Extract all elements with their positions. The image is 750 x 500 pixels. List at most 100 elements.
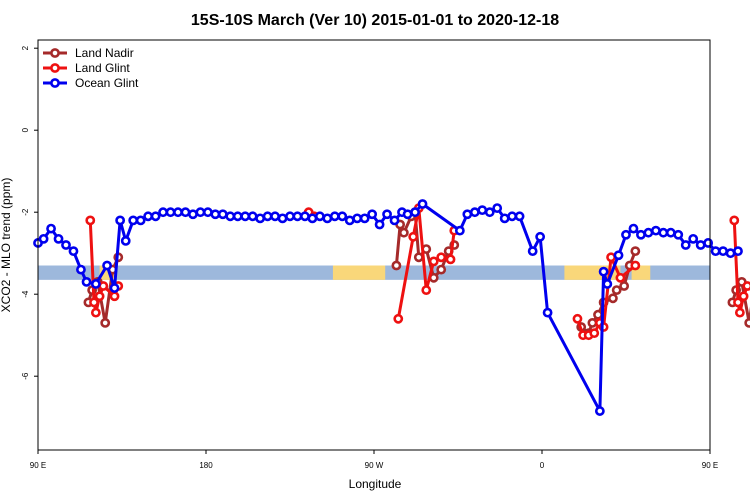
ocean-glint-point bbox=[46, 223, 56, 234]
ocean-glint-point bbox=[314, 211, 325, 222]
ocean-glint-point bbox=[120, 235, 131, 246]
legend-label-land-nadir: Land Nadir bbox=[75, 46, 134, 60]
ocean-glint-point bbox=[90, 279, 101, 289]
ocean-glint-point bbox=[695, 240, 706, 250]
ocean-glint-point bbox=[527, 246, 538, 257]
ocean-glint-point bbox=[81, 276, 92, 287]
ocean-glint-point bbox=[613, 250, 624, 261]
ocean-glint-point bbox=[710, 246, 721, 257]
ocean-glint-point bbox=[344, 215, 355, 226]
ocean-glint-point bbox=[109, 283, 120, 293]
ocean-glint-point bbox=[232, 211, 243, 222]
ocean-glint-point bbox=[128, 215, 139, 226]
ocean-glint-point bbox=[410, 207, 420, 218]
land-nadir-point bbox=[619, 281, 630, 291]
ocean-glint-point bbox=[202, 207, 213, 218]
ocean-glint-point bbox=[210, 209, 221, 220]
land-glint-point bbox=[90, 307, 101, 318]
ocean-glint-point bbox=[636, 229, 646, 240]
ocean-glint-point bbox=[454, 225, 465, 236]
ocean-glint-point bbox=[535, 231, 546, 242]
ocean-glint-point bbox=[180, 207, 191, 218]
ocean-glint-point bbox=[499, 213, 510, 224]
ocean-glint-point bbox=[514, 211, 525, 222]
land-glint-point bbox=[733, 297, 743, 308]
ocean-glint-point bbox=[195, 207, 206, 218]
ocean-glint-point bbox=[542, 307, 553, 318]
ocean-glint-point bbox=[680, 240, 691, 250]
land-glint-point bbox=[734, 307, 745, 318]
ocean-glint-point bbox=[188, 209, 198, 220]
land-nadir-point bbox=[611, 285, 622, 295]
ocean-glint-point bbox=[658, 227, 669, 238]
land-nadir-point bbox=[100, 317, 111, 328]
land-glint-point bbox=[408, 231, 419, 242]
ocean-glint-point bbox=[143, 211, 154, 222]
ocean-glint-point bbox=[225, 211, 236, 222]
y-axis: 2 0 -2 -4 -6 bbox=[21, 45, 38, 380]
x-tick-label: 90 W bbox=[365, 461, 384, 470]
land-glint-point bbox=[615, 272, 626, 283]
y-tick-label: 2 bbox=[21, 45, 30, 50]
x-tick-label: 180 bbox=[199, 461, 213, 470]
ocean-glint-line-0 bbox=[37, 202, 739, 413]
ocean-glint-point bbox=[507, 211, 518, 222]
ocean-glint-point bbox=[300, 211, 310, 222]
ocean-glint-point bbox=[628, 223, 639, 234]
ocean-glint-point bbox=[673, 229, 684, 240]
ocean-glint-point bbox=[329, 211, 340, 222]
land-glint-point bbox=[572, 313, 583, 324]
y-tick-label: -2 bbox=[21, 208, 30, 216]
ocean-glint-point bbox=[718, 246, 728, 257]
ocean-glint-point bbox=[240, 211, 251, 222]
y-tick-label: 0 bbox=[21, 127, 30, 132]
land-nadir-point bbox=[630, 246, 641, 257]
ocean-glint-point bbox=[598, 266, 609, 277]
ocean-glint-point bbox=[158, 207, 168, 218]
land-nadir-point bbox=[587, 317, 598, 328]
ocean-glint-point bbox=[247, 211, 258, 222]
land-nadir-point bbox=[593, 309, 603, 320]
ocean-glint-point bbox=[665, 227, 676, 238]
land-glint-point bbox=[630, 260, 641, 271]
land-nadir-point bbox=[436, 264, 447, 275]
y-tick-label: -4 bbox=[21, 290, 30, 298]
ocean-glint-point bbox=[255, 213, 266, 224]
ocean-glint-point bbox=[594, 406, 605, 416]
land-glint-point bbox=[742, 281, 750, 291]
land-glint-point bbox=[445, 254, 456, 265]
ocean-glint-point bbox=[650, 225, 661, 236]
ocean-glint-point bbox=[621, 229, 631, 240]
land-glint-point bbox=[436, 252, 447, 263]
y-tick-label: -6 bbox=[21, 372, 30, 380]
ocean-glint-point bbox=[322, 213, 333, 224]
ocean-glint-point bbox=[643, 227, 654, 238]
ocean-glint-point bbox=[115, 215, 126, 226]
ocean-glint-point bbox=[68, 246, 79, 257]
ocean-glint-point bbox=[135, 215, 146, 226]
ocean-glint-point bbox=[277, 213, 288, 224]
land-glint-point bbox=[738, 291, 749, 302]
ocean-glint-point bbox=[352, 213, 363, 224]
land-glint-point bbox=[98, 281, 109, 291]
legend-marker-ocean-glint bbox=[50, 78, 60, 88]
land-glint-point bbox=[606, 252, 616, 263]
ocean-glint-point bbox=[733, 246, 743, 257]
x-tick-label: 90 E bbox=[702, 461, 718, 470]
ocean-glint-point bbox=[165, 207, 176, 218]
ocean-glint-point bbox=[484, 207, 495, 218]
land-glint-point bbox=[428, 256, 439, 267]
ocean-glint-point bbox=[307, 213, 318, 224]
land-nadir-point bbox=[608, 293, 618, 304]
land-glint-point bbox=[94, 291, 105, 302]
legend-label-land-glint: Land Glint bbox=[75, 61, 130, 75]
ocean-glint-point bbox=[374, 219, 385, 230]
ocean-glint-point bbox=[469, 207, 480, 218]
ocean-glint-point bbox=[402, 209, 413, 220]
x-axis-label: Longitude bbox=[349, 477, 402, 491]
x-tick-label: 0 bbox=[540, 461, 545, 470]
plot-frame bbox=[37, 39, 711, 451]
land-glint-point bbox=[109, 291, 120, 302]
ocean-glint-point bbox=[173, 207, 183, 218]
x-axis: 90 E 180 90 W 0 90 E bbox=[30, 450, 718, 470]
